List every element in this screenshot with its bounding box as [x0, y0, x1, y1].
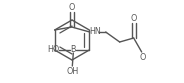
- Text: O: O: [130, 14, 137, 22]
- Text: HN: HN: [89, 26, 100, 36]
- Text: O: O: [68, 2, 75, 12]
- Text: B: B: [71, 44, 76, 54]
- Text: O: O: [139, 53, 146, 62]
- Text: HO: HO: [47, 44, 59, 54]
- Text: OH: OH: [66, 66, 78, 76]
